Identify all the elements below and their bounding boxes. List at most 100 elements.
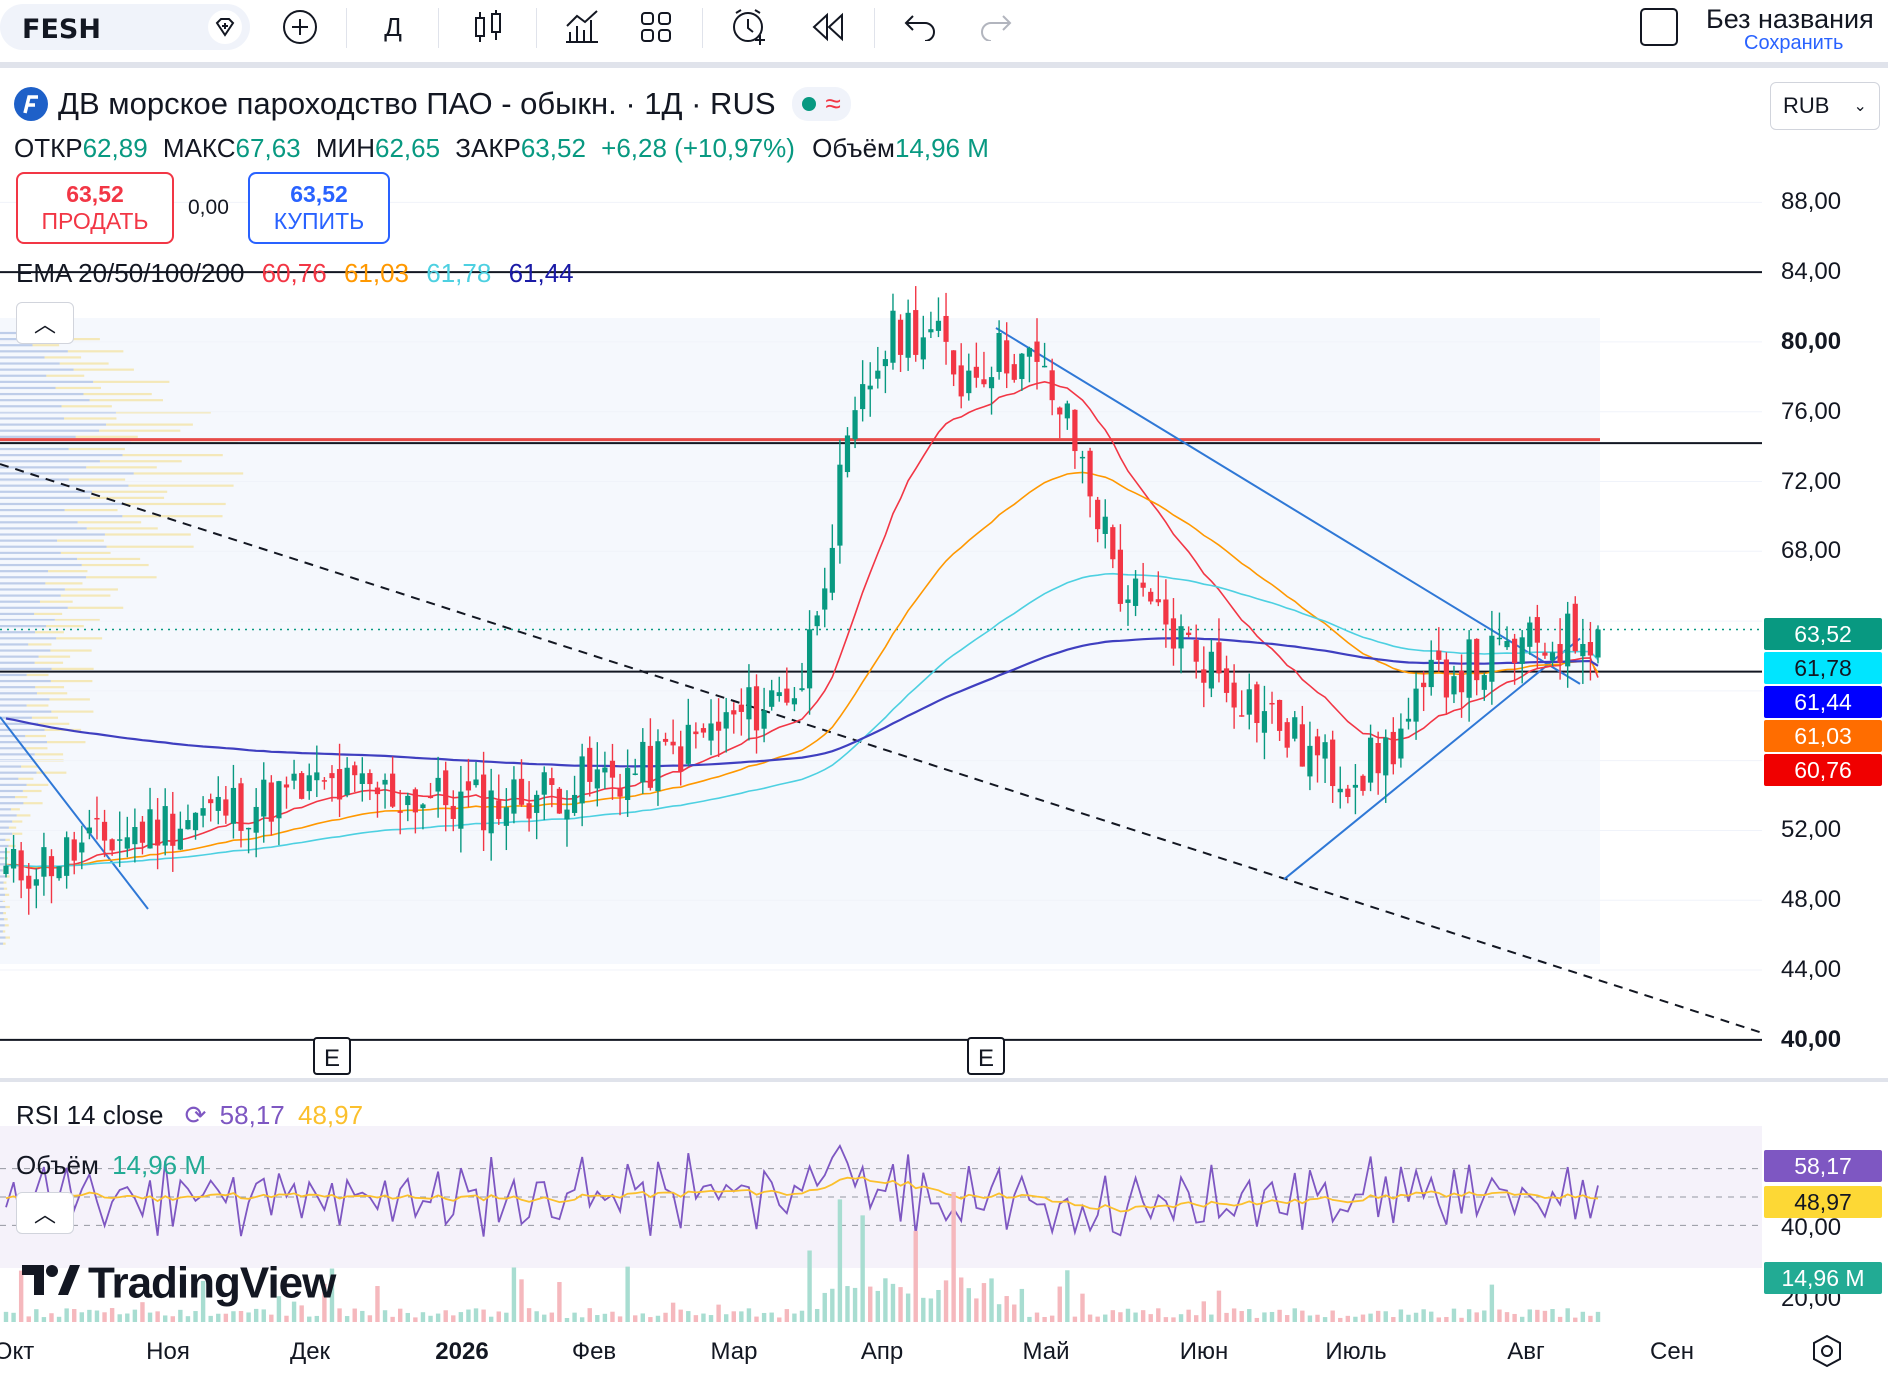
layout-name[interactable]: Без названия <box>1706 4 1874 34</box>
layout-checkbox-icon[interactable] <box>1640 8 1678 46</box>
add-symbol-icon[interactable] <box>208 10 242 44</box>
candle <box>1360 774 1366 796</box>
candle-body <box>632 773 638 775</box>
candle <box>746 664 752 741</box>
collapse-pane-button[interactable]: ︿ <box>16 1192 74 1234</box>
profile-bar <box>93 380 170 383</box>
high-label: МАКС <box>162 133 236 163</box>
volume-bar <box>1065 1270 1070 1322</box>
volume-bar <box>731 1311 736 1322</box>
volume-bar <box>716 1304 721 1322</box>
candle-body <box>814 615 820 627</box>
profile-bar <box>0 460 100 463</box>
candle <box>1178 614 1184 674</box>
volume-bar <box>102 1312 107 1322</box>
candle <box>208 793 214 822</box>
candle <box>1519 630 1525 684</box>
symbol-search[interactable]: FESH <box>0 4 250 50</box>
time-tick: Июн <box>1179 1338 1229 1365</box>
volume-bar <box>170 1316 175 1322</box>
candle <box>814 611 820 636</box>
buy-button[interactable]: 63,52 КУПИТЬ <box>248 172 390 244</box>
candle-body <box>587 747 593 782</box>
candle <box>693 722 699 749</box>
candle <box>943 292 949 365</box>
candle <box>913 286 919 362</box>
volume-bar <box>216 1313 221 1322</box>
candle <box>1307 721 1313 791</box>
volume-bar <box>814 1308 820 1322</box>
alert-icon[interactable] <box>728 6 772 48</box>
profile-bar <box>0 490 92 493</box>
volume-bar <box>261 1309 266 1322</box>
templates-icon[interactable] <box>636 6 676 48</box>
volume-bar <box>443 1310 448 1322</box>
candle <box>1595 625 1601 664</box>
save-button[interactable]: Сохранить <box>1744 32 1844 54</box>
volume-bar <box>1451 1308 1457 1322</box>
volume-bar <box>72 1309 77 1322</box>
profile-bar <box>0 722 39 725</box>
candle-body <box>101 821 108 841</box>
rsi-ma-value: 48,97 <box>297 1100 364 1130</box>
volume-bar <box>1178 1314 1184 1322</box>
candle-body <box>1072 409 1078 452</box>
candle <box>1557 618 1563 680</box>
volume-bar <box>1383 1311 1388 1322</box>
candle-body <box>1512 638 1518 664</box>
volume-bar <box>845 1286 850 1322</box>
candle-body <box>1269 702 1275 705</box>
volume-bar <box>1504 1312 1510 1322</box>
volume-bar <box>413 1317 418 1322</box>
candle <box>822 567 828 628</box>
candle-body <box>261 779 267 817</box>
volume-bar <box>291 1301 297 1322</box>
time-tick: Мар <box>710 1338 758 1365</box>
candle <box>534 790 540 840</box>
replay-icon[interactable] <box>808 6 848 48</box>
earnings-marker: E <box>967 1037 1005 1075</box>
volume-bar <box>1269 1311 1275 1322</box>
volume-bar <box>1519 1316 1525 1322</box>
candles-icon[interactable] <box>468 6 508 48</box>
sell-button[interactable]: 63,52 ПРОДАТЬ <box>16 172 174 244</box>
candle-body <box>1436 650 1442 660</box>
undo-icon[interactable] <box>900 6 940 48</box>
candle <box>602 751 608 790</box>
chart-settings-icon[interactable] <box>1810 1334 1844 1373</box>
interval-button[interactable]: Д <box>384 11 402 42</box>
volume-bar <box>155 1311 160 1322</box>
candle-body <box>1041 365 1048 368</box>
candle-body <box>1125 599 1131 603</box>
indicators-icon[interactable] <box>562 6 602 48</box>
candle <box>238 777 244 848</box>
candle-body <box>382 779 388 785</box>
candle-body <box>465 781 472 791</box>
candle-body <box>458 791 464 829</box>
candle-body <box>420 804 426 809</box>
candle-body <box>1193 639 1199 662</box>
volume-bar <box>1466 1309 1472 1322</box>
volume-bar <box>564 1317 570 1322</box>
candle <box>1390 717 1396 775</box>
add-compare-icon[interactable] <box>278 6 322 48</box>
candle-body <box>18 850 24 881</box>
redo-icon[interactable] <box>976 6 1016 48</box>
profile-bar <box>64 588 118 591</box>
candle <box>549 767 555 808</box>
profile-bar <box>0 362 60 365</box>
profile-bar <box>75 435 138 438</box>
profile-bar <box>3 881 7 884</box>
volume-bar <box>761 1312 767 1322</box>
candle-body <box>564 809 570 820</box>
currency-select[interactable]: RUB ⌄ <box>1770 82 1880 130</box>
candle <box>928 311 934 338</box>
collapse-legend-button[interactable]: ︿ <box>16 302 74 344</box>
candle-body <box>1208 651 1214 689</box>
profile-bar <box>0 576 87 579</box>
volume-bar <box>87 1309 92 1322</box>
volume-bar <box>185 1316 191 1322</box>
profile-bar <box>4 924 9 927</box>
profile-bar <box>0 527 87 530</box>
